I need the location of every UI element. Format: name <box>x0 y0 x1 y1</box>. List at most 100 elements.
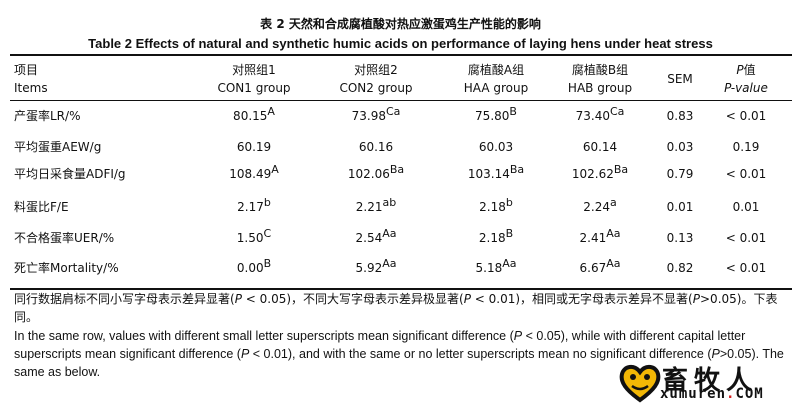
cell-p-value: 0.01 <box>732 200 760 214</box>
cell-con2: 102.06Ba <box>347 163 405 182</box>
cell-value: 6.67 <box>579 261 607 275</box>
header-sem: SEM <box>667 72 693 86</box>
table-title-en: Table 2 Effects of natural and synthetic… <box>88 36 713 51</box>
cell-value: 2.18 <box>478 231 506 245</box>
cell-superscript: A <box>271 163 279 176</box>
header-hab-en: HAB group <box>567 81 633 95</box>
cell-value: 2.21 <box>355 200 383 214</box>
cell-superscript: Aa <box>606 257 621 270</box>
cell-hab: 2.41Aa <box>579 228 621 246</box>
cell-haa: 2.18b <box>479 197 513 215</box>
cell-sem: 0.83 <box>666 109 694 123</box>
cell-con1: 108.49A <box>229 163 279 182</box>
cell-value: 80.15 <box>233 109 268 123</box>
cell-value: 73.40 <box>575 109 610 123</box>
header-con1-en: CON1 group <box>217 81 291 95</box>
cell-con2: 5.92Aa <box>355 257 397 276</box>
cell-con2: 2.21ab <box>355 196 397 215</box>
cell-superscript: C <box>263 227 272 240</box>
cell-value: 1.50 <box>236 231 264 245</box>
cell-haa: 5.18Aa <box>475 257 517 276</box>
cell-superscript: B <box>263 257 272 270</box>
cell-con2: 60.16 <box>359 139 393 155</box>
note-cn-part4: >0.05)。下表同。 <box>14 292 778 324</box>
cell-superscript: a <box>609 196 617 209</box>
watermark-logo: 畜牧人 xumuren.COM <box>618 360 794 404</box>
cell-value: 60.16 <box>358 140 394 154</box>
header-con1-cn: 对照组1 <box>232 63 276 77</box>
cell-sem: 0.82 <box>666 261 694 275</box>
note-cn: 同行数据肩标不同小写字母表示差异显著(P < 0.05)，不同大写字母表示差异极… <box>14 290 789 326</box>
cell-superscript: Aa <box>502 257 517 270</box>
note-en-p2: P <box>240 347 250 361</box>
note-cn-part1: 同行数据肩标不同小写字母表示差异显著( <box>14 292 235 306</box>
cell-superscript: Ba <box>389 163 405 176</box>
watermark-en-tld: COM <box>735 386 764 402</box>
watermark-en: xumuren.COM <box>660 386 764 402</box>
cell-value: 2.17 <box>237 200 264 214</box>
note-en-part3: < 0.01), and with the same or no letter … <box>249 347 712 361</box>
top-rule <box>10 54 792 56</box>
cell-con1: 0.00B <box>236 257 272 276</box>
cell-con1: 1.50C <box>236 227 272 246</box>
watermark-en-domain: xumuren <box>660 386 727 402</box>
cell-sem: 0.79 <box>666 167 694 181</box>
cell-hab: 73.40Ca <box>575 106 625 124</box>
header-con2-en: CON2 group <box>339 81 413 95</box>
header-con2-cn: 对照组2 <box>354 63 398 77</box>
cell-value: 75.80 <box>475 109 510 123</box>
cell-value: 2.18 <box>479 200 506 214</box>
cell-superscript: B <box>505 227 514 240</box>
cell-p-value: < 0.01 <box>725 109 767 123</box>
header-p-en: P-value <box>724 81 768 95</box>
row-item-label: 死亡率Mortality/% <box>14 261 119 275</box>
cell-con2: 73.98Ca <box>352 106 401 124</box>
note-en-part4: >0.05). The same as below. <box>14 347 784 379</box>
note-cn-p1: P <box>234 292 242 306</box>
header-p-letter: P <box>736 63 744 77</box>
cell-value: 0.00 <box>236 261 264 275</box>
cell-superscript: Ba <box>613 163 629 176</box>
cell-value: 103.14 <box>467 167 510 181</box>
header-items-cn: 项目 <box>14 63 39 77</box>
cell-hab: 102.62Ba <box>572 163 629 182</box>
note-en-part1: In the same row, values with different s… <box>14 329 514 343</box>
cell-p-value: < 0.01 <box>725 167 767 181</box>
header-p-cn: P值 <box>736 62 755 78</box>
note-en-p3: P <box>711 347 720 361</box>
cell-con1: 60.19 <box>237 139 271 155</box>
row-item-label: 产蛋率LR/% <box>14 109 81 123</box>
cell-value: 108.49 <box>229 167 272 181</box>
header-items-en: Items <box>14 81 48 95</box>
cell-superscript: A <box>267 105 275 118</box>
row-item-label: 不合格蛋率UER/% <box>14 231 115 245</box>
cell-superscript: Ba <box>509 163 525 176</box>
header-hab-cn: 腐植酸B组 <box>571 63 629 77</box>
cell-con1: 80.15A <box>233 105 275 124</box>
note-en: In the same row, values with different s… <box>14 327 789 381</box>
cell-superscript: ab <box>382 196 397 209</box>
cell-haa: 60.03 <box>479 139 513 155</box>
cell-p-value: < 0.01 <box>725 231 767 245</box>
cell-value: 102.06 <box>347 167 390 181</box>
cell-p-value: < 0.01 <box>725 261 767 275</box>
watermark-cn: 畜牧人 <box>662 366 759 396</box>
cell-superscript: B <box>509 105 517 118</box>
cell-value: 2.54 <box>355 231 383 245</box>
row-item-label: 平均日采食量ADFI/g <box>14 167 126 181</box>
cell-superscript: Aa <box>382 257 397 270</box>
cell-value: 2.24 <box>583 200 610 214</box>
header-rule <box>10 100 792 101</box>
cell-p-value: 0.19 <box>732 140 760 154</box>
cell-value: 60.03 <box>478 140 514 154</box>
note-en-p1: P <box>513 329 523 343</box>
cell-sem: 0.01 <box>666 200 694 214</box>
cell-con1: 2.17b <box>237 197 271 215</box>
row-item-label: 平均蛋重AEW/g <box>14 140 102 154</box>
cell-haa: 103.14Ba <box>467 163 525 182</box>
cell-value: 5.18 <box>475 261 503 275</box>
cell-value: 5.92 <box>355 261 383 275</box>
cell-value: 2.41 <box>579 231 607 245</box>
cell-superscript: Aa <box>382 227 397 240</box>
